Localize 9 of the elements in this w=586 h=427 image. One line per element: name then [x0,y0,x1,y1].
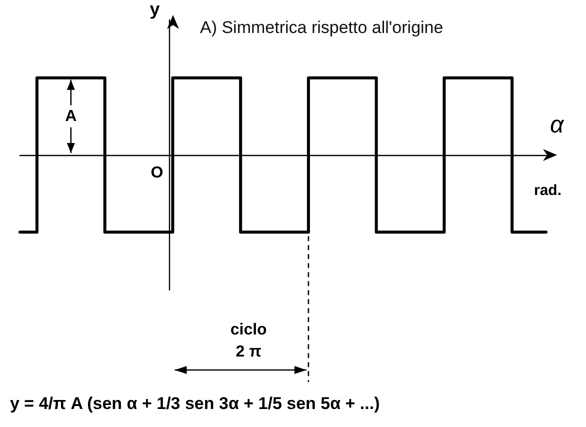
chart-title: A) Simmetrica rispetto all'origine [200,18,444,37]
y-axis-title: y [150,0,160,19]
annotation: O [150,164,164,182]
annotation: A [65,108,78,125]
x-axis-title: α [550,112,565,138]
text: 2 π [236,344,262,360]
text: y = 4/π A (sen α + 1/3 sen 3α + 1/5 sen 5α + ...) [10,394,380,413]
annotation: rad. [534,182,562,199]
text: ciclo [230,322,268,338]
